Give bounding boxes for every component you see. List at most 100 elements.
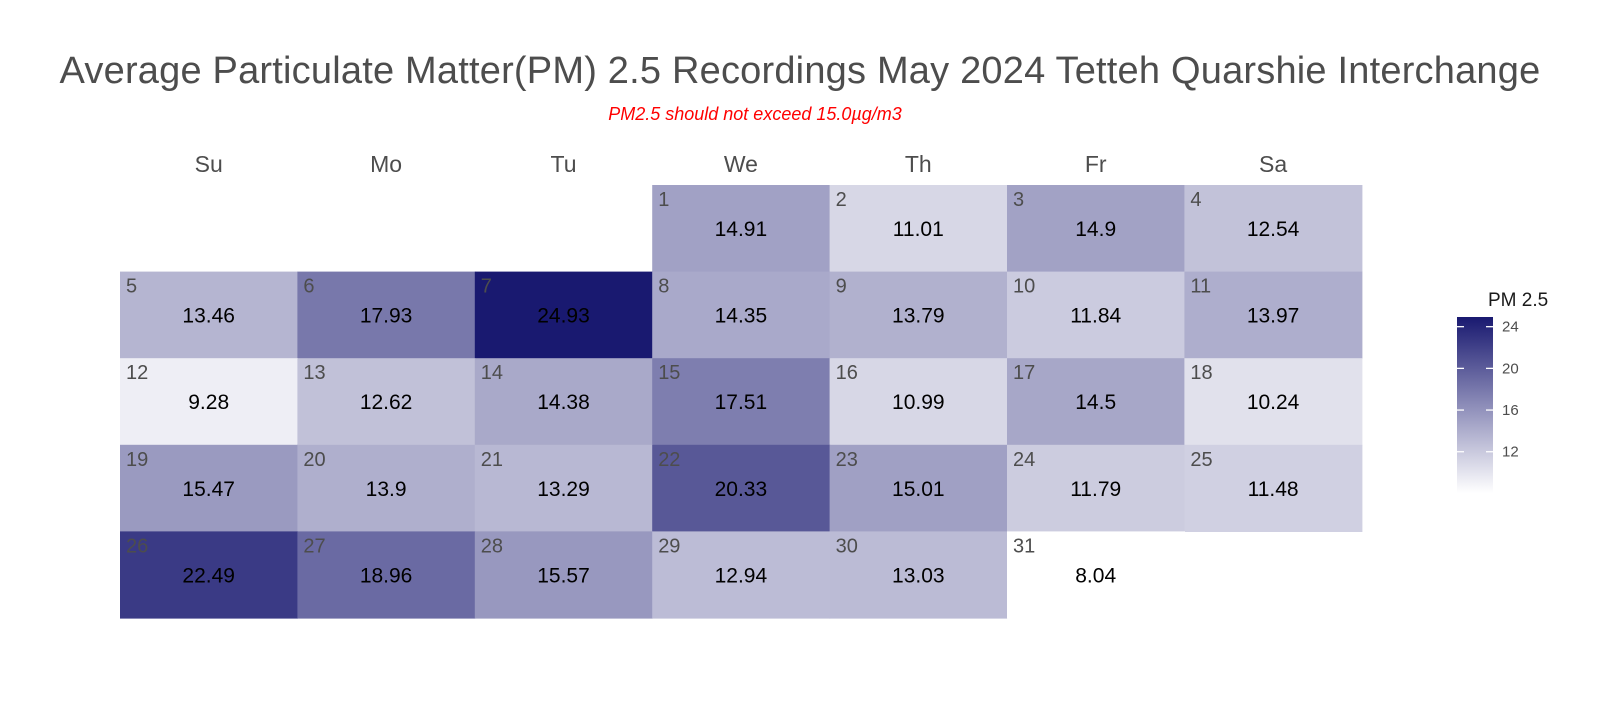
calendar-day-cell — [829, 444, 1008, 532]
day-number: 22 — [658, 449, 680, 471]
pm25-value-label: 8.04 — [1075, 564, 1116, 587]
day-number: 31 — [1013, 535, 1035, 557]
calendar-day-cell — [474, 531, 653, 619]
day-number: 30 — [836, 535, 858, 557]
calendar-day-cell — [120, 271, 298, 359]
legend-tick-label: 20 — [1502, 360, 1519, 377]
legend-title: PM 2.5 — [1488, 290, 1549, 311]
weekday-header: Su — [195, 151, 223, 177]
weekday-header: Tu — [551, 151, 577, 177]
legend-colorbar — [1457, 317, 1493, 493]
day-number: 5 — [126, 276, 137, 298]
calendar-day-cell — [1007, 271, 1185, 359]
calendar-day-cell — [829, 185, 1008, 273]
calendar-day-cell — [297, 358, 476, 446]
calendar-day-cell — [1184, 185, 1363, 273]
day-number: 6 — [303, 276, 314, 298]
pm25-value-label: 10.24 — [1247, 391, 1300, 414]
pm25-value-label: 14.5 — [1075, 391, 1116, 414]
pm25-value-label: 12.54 — [1247, 218, 1300, 241]
pm25-value-label: 14.9 — [1075, 218, 1116, 241]
calendar-day-cell — [652, 358, 831, 446]
day-number: 17 — [1013, 362, 1035, 384]
day-number: 4 — [1190, 189, 1201, 211]
calendar-day-cell — [120, 358, 298, 446]
pm25-value-label: 12.94 — [715, 564, 768, 587]
day-number: 15 — [658, 362, 680, 384]
day-number: 21 — [481, 449, 503, 471]
calendar-day-cell — [652, 185, 831, 273]
calendar-day-cell — [1184, 444, 1363, 532]
calendar-day-cell — [1007, 358, 1185, 446]
day-number: 12 — [126, 362, 148, 384]
legend-tick-label: 12 — [1502, 444, 1519, 461]
weekday-header: Fr — [1085, 151, 1107, 177]
day-number: 11 — [1190, 276, 1211, 298]
day-number: 19 — [126, 449, 148, 471]
legend-tick-label: 24 — [1502, 319, 1519, 336]
calendar-day-cell — [297, 271, 476, 359]
day-number: 20 — [303, 449, 325, 471]
day-number: 2 — [836, 189, 847, 211]
pm25-value-label: 13.9 — [366, 478, 407, 501]
calendar-day-cell — [120, 444, 298, 532]
day-number: 27 — [303, 535, 325, 557]
pm25-value-label: 11.79 — [1070, 478, 1121, 501]
pm25-value-label: 10.99 — [892, 391, 945, 414]
pm25-value-label: 13.79 — [892, 305, 945, 328]
pm25-value-label: 15.57 — [537, 564, 590, 587]
pm25-value-label: 22.49 — [182, 564, 235, 587]
calendar-day-cell — [1184, 358, 1363, 446]
pm25-value-label: 24.93 — [537, 305, 590, 328]
calendar-day-cell — [297, 531, 476, 619]
pm25-value-label: 12.62 — [360, 391, 413, 414]
pm25-value-label: 14.91 — [715, 218, 768, 241]
pm25-value-label: 13.03 — [892, 564, 945, 587]
calendar-day-cell — [829, 271, 1008, 359]
weekday-header: Sa — [1259, 151, 1287, 177]
weekday-header: Th — [905, 151, 932, 177]
calendar-day-cell — [474, 271, 653, 359]
day-number: 9 — [836, 276, 847, 298]
pm25-value-label: 11.48 — [1248, 478, 1299, 501]
pm25-value-label: 15.47 — [182, 478, 235, 501]
day-number: 10 — [1013, 276, 1035, 298]
pm25-value-label: 18.96 — [360, 564, 413, 587]
day-number: 13 — [303, 362, 325, 384]
day-number: 16 — [836, 362, 858, 384]
calendar-day-cell — [474, 358, 653, 446]
day-number: 3 — [1013, 189, 1024, 211]
calendar-day-cell — [652, 271, 831, 359]
day-number: 1 — [658, 189, 669, 211]
pm25-value-label: 13.46 — [182, 305, 235, 328]
calendar-day-cell — [297, 444, 476, 532]
calendar-day-cell — [120, 531, 298, 619]
legend-tick-label: 16 — [1502, 402, 1519, 419]
pm25-value-label: 20.33 — [715, 478, 768, 501]
day-number: 28 — [481, 535, 503, 557]
pm25-value-label: 17.51 — [715, 391, 768, 414]
calendar-day-cell — [1007, 531, 1185, 619]
pm25-value-label: 17.93 — [360, 305, 413, 328]
calendar-day-cell — [652, 444, 831, 532]
calendar-day-cell — [1007, 444, 1185, 532]
pm25-value-label: 9.28 — [188, 391, 229, 414]
day-number: 18 — [1190, 362, 1212, 384]
weekday-header: We — [724, 151, 758, 177]
pm25-value-label: 15.01 — [892, 478, 945, 501]
calendar-day-cell — [1184, 271, 1363, 359]
calendar-day-cell — [829, 531, 1008, 619]
day-number: 29 — [658, 535, 680, 557]
weekday-header: Mo — [370, 151, 402, 177]
pm25-value-label: 11.01 — [893, 218, 944, 241]
day-number: 7 — [481, 276, 492, 298]
calendar-day-cell — [474, 444, 653, 532]
calendar-day-cell — [652, 531, 831, 619]
day-number: 14 — [481, 362, 503, 384]
pm25-value-label: 14.35 — [715, 305, 768, 328]
day-number: 23 — [836, 449, 858, 471]
chart-title: Average Particulate Matter(PM) 2.5 Recor… — [59, 50, 1541, 92]
day-number: 8 — [658, 276, 669, 298]
calendar-day-cell — [829, 358, 1008, 446]
